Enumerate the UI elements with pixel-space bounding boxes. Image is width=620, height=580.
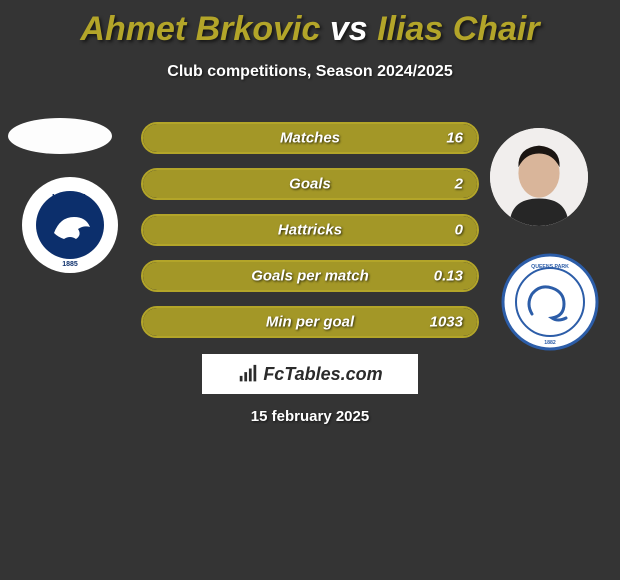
bar-row-goals-per-match: Goals per match 0.13 bbox=[141, 260, 479, 292]
bar-row-matches: Matches 16 bbox=[141, 122, 479, 154]
bar-row-min-per-goal: Min per goal 1033 bbox=[141, 306, 479, 338]
svg-text:1885: 1885 bbox=[62, 261, 78, 268]
bar-value: 2 bbox=[455, 176, 463, 193]
chart-icon bbox=[237, 363, 259, 385]
title-player1: Ahmet Brkovic bbox=[80, 10, 320, 48]
bar-value: 1033 bbox=[430, 314, 463, 331]
title-vs: vs bbox=[330, 10, 368, 48]
stat-bars: Matches 16 Goals 2 Hattricks 0 Goals per… bbox=[141, 122, 479, 352]
bar-value: 0 bbox=[455, 222, 463, 239]
player1-avatar bbox=[8, 118, 112, 154]
club-crest-right: QUEENS PARK 1882 bbox=[500, 252, 600, 352]
bar-label: Matches bbox=[280, 130, 340, 147]
bar-value: 16 bbox=[446, 130, 463, 147]
bar-row-goals: Goals 2 bbox=[141, 168, 479, 200]
svg-text:MILLWALL: MILLWALL bbox=[52, 194, 88, 201]
watermark: FcTables.com bbox=[202, 354, 418, 394]
bar-label: Goals bbox=[289, 176, 331, 193]
svg-text:QUEENS PARK: QUEENS PARK bbox=[531, 264, 569, 270]
bar-label: Hattricks bbox=[278, 222, 342, 239]
club-crest-left: MILLWALL 1885 bbox=[20, 175, 120, 275]
player2-avatar bbox=[490, 128, 588, 226]
bar-label: Goals per match bbox=[251, 268, 369, 285]
page-title: Ahmet Brkovic vs Ilias Chair bbox=[0, 0, 620, 49]
bar-value: 0.13 bbox=[434, 268, 463, 285]
watermark-text: FcTables.com bbox=[263, 364, 382, 385]
date: 15 february 2025 bbox=[0, 408, 620, 425]
svg-text:1882: 1882 bbox=[544, 340, 556, 346]
bar-row-hattricks: Hattricks 0 bbox=[141, 214, 479, 246]
bar-label: Min per goal bbox=[266, 314, 354, 331]
subtitle: Club competitions, Season 2024/2025 bbox=[0, 63, 620, 81]
title-player2: Ilias Chair bbox=[377, 10, 540, 48]
